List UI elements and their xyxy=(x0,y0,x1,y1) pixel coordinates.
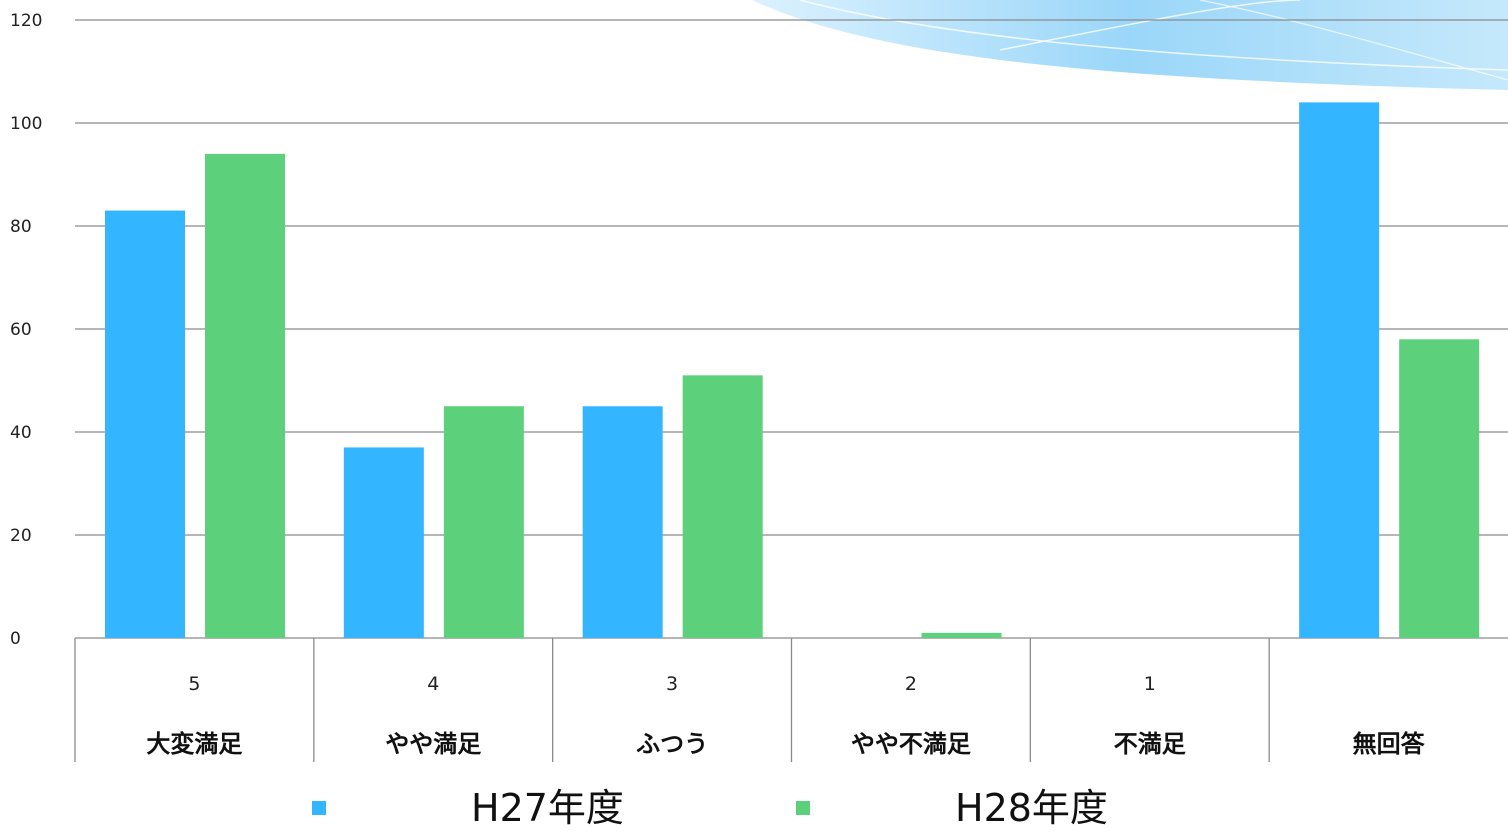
x-category-label: ふつう xyxy=(636,729,708,758)
legend-item-h27: H27年度 xyxy=(312,784,624,832)
y-tick-label: 20 xyxy=(10,526,32,546)
x-category-label: 不満足 xyxy=(1114,729,1186,758)
bar-h28-0 xyxy=(205,153,285,638)
x-category-label: 大変満足 xyxy=(146,729,242,758)
bar-h28-5 xyxy=(1399,339,1480,638)
decorative-wave xyxy=(752,0,1508,90)
bar-h28-1 xyxy=(443,406,524,638)
y-tick-label: 40 xyxy=(10,423,32,443)
bar-h27-2 xyxy=(582,406,663,638)
x-category-label: やや不満足 xyxy=(851,729,971,758)
chart-legend: H27年度 H28年度 xyxy=(0,784,1508,832)
bar-h28-2 xyxy=(682,375,763,638)
x-category-label: やや満足 xyxy=(385,729,481,758)
x-category-number: 3 xyxy=(666,673,678,695)
legend-swatch-h28 xyxy=(796,801,810,815)
bar-h27-5 xyxy=(1299,102,1380,638)
x-category-label: 無回答 xyxy=(1353,729,1426,758)
y-tick-label: 100 xyxy=(10,114,42,134)
legend-swatch-h27 xyxy=(312,801,326,815)
legend-label-h28: H28年度 xyxy=(955,786,1108,830)
bar-h28-3 xyxy=(921,632,1002,638)
bar-chart: 0 20 40 60 80 100 120 5 大変満足 4 やや満足 3 ふつう 2 やや不満足 1 不満足… xyxy=(10,0,1508,762)
y-tick-label: 120 xyxy=(10,11,42,31)
legend-label-h27: H27年度 xyxy=(471,786,624,830)
y-tick-label: 60 xyxy=(10,320,32,340)
x-category-number: 1 xyxy=(1144,673,1156,695)
bar-h27-0 xyxy=(105,210,185,639)
legend-item-h28: H28年度 xyxy=(796,784,1108,832)
y-tick-label: 0 xyxy=(10,629,21,649)
x-category-number: 2 xyxy=(905,673,917,695)
y-tick-label: 80 xyxy=(10,217,32,237)
bar-h27-1 xyxy=(343,447,424,638)
x-category-number: 4 xyxy=(427,673,439,695)
x-category-number: 5 xyxy=(188,673,200,695)
